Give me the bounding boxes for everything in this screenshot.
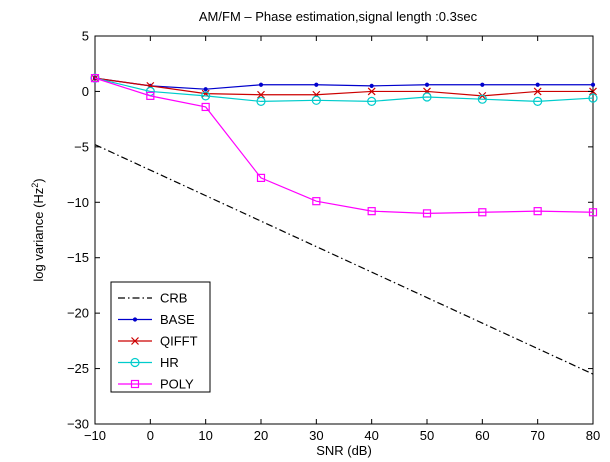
series-base [92, 76, 596, 92]
x-tick-label: 20 [254, 428, 268, 443]
y-tick-label: −10 [67, 195, 89, 210]
series-point [424, 82, 430, 87]
axis-ticks: −10 0 10 20 30 40 50 60 70 80 −30 −25 −20 −15 −10 −5 0 5 [67, 29, 600, 444]
series-line-poly [94, 77, 594, 214]
x-tick-label: −10 [84, 428, 106, 443]
legend-item-hr: HR [118, 355, 179, 370]
series-point [201, 91, 211, 101]
legend-label: POLY [160, 377, 194, 392]
series-point [477, 94, 487, 104]
series-point [256, 173, 266, 182]
series-line-crb [94, 144, 594, 375]
x-tick-label: 50 [420, 428, 434, 443]
legend-box [110, 281, 211, 393]
legend-label: BASE [160, 312, 195, 327]
series-point [91, 74, 99, 83]
x-tick-label: 40 [364, 428, 378, 443]
series-point [132, 317, 138, 322]
legend-label: CRB [160, 291, 187, 306]
legend-label: QIFFT [160, 334, 198, 349]
series-line-qifft [94, 77, 593, 97]
series-point [478, 91, 487, 100]
series-point [588, 93, 598, 103]
series-crb [94, 144, 594, 375]
series-layer [90, 73, 598, 375]
x-tick-label: 60 [475, 428, 489, 443]
series-point [422, 209, 432, 218]
x-tick-label: 80 [586, 428, 600, 443]
y-tick-label: −15 [67, 250, 89, 265]
x-tick-label: 0 [147, 428, 154, 443]
legend: CRB BASE QIFFT HR POLY [110, 281, 211, 393]
series-line-hr [94, 77, 594, 103]
y-axis-label: log variance (Hz2) [30, 178, 46, 281]
y-tick-label: −25 [67, 361, 89, 376]
y-tick-label: −20 [67, 306, 89, 321]
series-poly [90, 74, 598, 218]
series-point [422, 92, 432, 102]
legend-item-crb: CRB [118, 291, 187, 306]
series-point [478, 208, 487, 217]
legend-item-qifft: QIFFT [118, 334, 198, 349]
chart-title: AM/FM – Phase estimation,signal length :… [199, 9, 478, 24]
y-axis-label-superscript: 2 [30, 183, 40, 188]
series-point [257, 90, 265, 99]
series-point [258, 82, 264, 87]
x-tick-label: 10 [198, 428, 212, 443]
x-axis-label: SNR (dB) [316, 443, 372, 458]
y-tick-label: −30 [67, 417, 89, 432]
series-point [535, 82, 540, 87]
legend-item-base: BASE [118, 312, 195, 327]
series-point [533, 96, 543, 107]
x-tick-label: 70 [530, 428, 544, 443]
series-point [131, 337, 139, 345]
series-point [146, 91, 155, 100]
x-tick-label: 30 [309, 428, 323, 443]
series-point [367, 96, 377, 107]
series-point [90, 74, 100, 83]
series-point [203, 87, 208, 92]
series-point [367, 207, 376, 216]
series-point [367, 87, 376, 96]
series-point [314, 82, 319, 87]
series-hr [90, 73, 598, 107]
legend-item-poly: POLY [118, 377, 194, 392]
series-point [588, 208, 598, 217]
y-tick-label: 5 [82, 29, 89, 44]
series-line-base [94, 77, 593, 90]
series-point [130, 357, 140, 368]
y-tick-label: 0 [82, 84, 89, 99]
series-point [480, 82, 485, 87]
series-point [201, 102, 210, 112]
y-axis-label-tail: ) [31, 178, 46, 182]
series-point [312, 197, 321, 206]
legend-label: HR [160, 355, 179, 370]
series-point [590, 82, 596, 87]
series-point [533, 87, 542, 96]
series-point [533, 207, 542, 216]
series-point [369, 83, 374, 88]
plot-area [94, 35, 594, 425]
y-axis-label-base: log variance (Hz [31, 188, 46, 282]
y-tick-label: −5 [74, 139, 89, 154]
series-point [256, 96, 266, 107]
series-point [130, 379, 140, 389]
series-point [311, 95, 321, 105]
